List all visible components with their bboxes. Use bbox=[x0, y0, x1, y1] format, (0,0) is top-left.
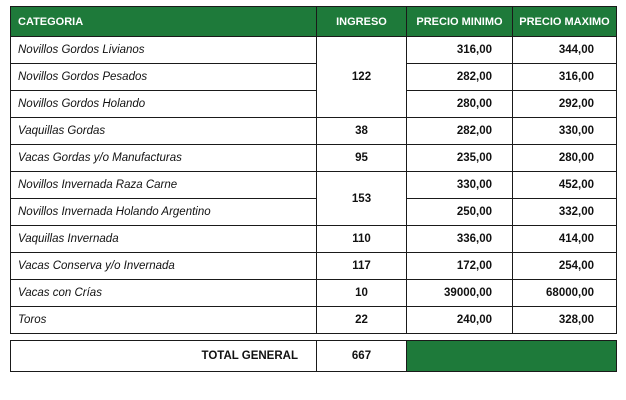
precio-maximo-cell: 344,00 bbox=[512, 36, 617, 64]
header-precio-maximo: PRECIO MAXIMO bbox=[512, 6, 617, 37]
total-label: TOTAL GENERAL bbox=[10, 340, 317, 372]
ingreso-cell: 38 bbox=[316, 117, 407, 145]
header-precio-minimo: PRECIO MINIMO bbox=[406, 6, 513, 37]
precio-maximo-cell: 254,00 bbox=[512, 252, 617, 280]
precio-minimo-cell: 240,00 bbox=[406, 306, 513, 334]
precio-maximo-cell: 316,00 bbox=[512, 63, 617, 91]
ingreso-cell: 153 bbox=[316, 171, 407, 226]
table-row: Vaquillas Gordas 38 282,00 330,00 bbox=[10, 117, 617, 145]
categoria-cell: Novillos Gordos Pesados bbox=[10, 63, 317, 91]
precio-minimo-cell: 280,00 bbox=[406, 90, 513, 118]
precio-maximo-cell: 292,00 bbox=[512, 90, 617, 118]
precio-maximo-cell: 452,00 bbox=[512, 171, 617, 199]
categoria-cell: Novillos Gordos Livianos bbox=[10, 36, 317, 64]
precio-maximo-cell: 414,00 bbox=[512, 225, 617, 253]
spacer-row bbox=[10, 333, 617, 341]
table-row: Novillos Invernada Holando Argentino 250… bbox=[10, 198, 617, 226]
ingreso-cell: 117 bbox=[316, 252, 407, 280]
precio-minimo-cell: 250,00 bbox=[406, 198, 513, 226]
ingreso-cell: 22 bbox=[316, 306, 407, 334]
table-row: Novillos Gordos Livianos 122 316,00 344,… bbox=[10, 36, 617, 118]
table-row: Vacas Gordas y/o Manufacturas 95 235,00 … bbox=[10, 144, 617, 172]
precio-minimo-cell: 39000,00 bbox=[406, 279, 513, 307]
spacer-cell bbox=[10, 333, 617, 341]
table-row: Vacas Conserva y/o Invernada 117 172,00 … bbox=[10, 252, 617, 280]
precio-maximo-cell: 330,00 bbox=[512, 117, 617, 145]
ingreso-cell: 10 bbox=[316, 279, 407, 307]
precio-minimo-cell: 336,00 bbox=[406, 225, 513, 253]
precio-maximo-cell: 68000,00 bbox=[512, 279, 617, 307]
categoria-cell: Vacas Conserva y/o Invernada bbox=[10, 252, 317, 280]
precio-maximo-cell: 332,00 bbox=[512, 198, 617, 226]
precio-minimo-cell: 282,00 bbox=[406, 63, 513, 91]
categoria-cell: Vacas con Crías bbox=[10, 279, 317, 307]
categoria-cell: Vacas Gordas y/o Manufacturas bbox=[10, 144, 317, 172]
ingreso-cell: 122 bbox=[316, 36, 407, 118]
precio-minimo-cell: 330,00 bbox=[406, 171, 513, 199]
precio-minimo-cell: 282,00 bbox=[406, 117, 513, 145]
categoria-cell: Toros bbox=[10, 306, 317, 334]
table-row: Vaquillas Invernada 110 336,00 414,00 bbox=[10, 225, 617, 253]
categoria-cell: Novillos Invernada Raza Carne bbox=[10, 171, 317, 199]
header-categoria: CATEGORIA bbox=[10, 6, 317, 37]
total-ingreso: 667 bbox=[316, 340, 407, 372]
precio-minimo-cell: 172,00 bbox=[406, 252, 513, 280]
categoria-cell: Novillos Gordos Holando bbox=[10, 90, 317, 118]
categoria-cell: Vaquillas Gordas bbox=[10, 117, 317, 145]
table-row: Novillos Gordos Pesados 282,00 316,00 bbox=[10, 63, 617, 91]
table-row: Vacas con Crías 10 39000,00 68000,00 bbox=[10, 279, 617, 307]
header-ingreso: INGRESO bbox=[316, 6, 407, 37]
precio-minimo-cell: 235,00 bbox=[406, 144, 513, 172]
total-row: TOTAL GENERAL 667 bbox=[10, 340, 617, 372]
prices-table: CATEGORIA INGRESO PRECIO MINIMO PRECIO M… bbox=[10, 6, 617, 372]
header-row: CATEGORIA INGRESO PRECIO MINIMO PRECIO M… bbox=[10, 6, 617, 37]
table-row: Novillos Invernada Raza Carne 153 330,00… bbox=[10, 171, 617, 226]
categoria-cell: Vaquillas Invernada bbox=[10, 225, 317, 253]
ingreso-cell: 95 bbox=[316, 144, 407, 172]
categoria-cell: Novillos Invernada Holando Argentino bbox=[10, 198, 317, 226]
ingreso-cell: 110 bbox=[316, 225, 407, 253]
table-row: Toros 22 240,00 328,00 bbox=[10, 306, 617, 334]
precio-maximo-cell: 280,00 bbox=[512, 144, 617, 172]
precio-maximo-cell: 328,00 bbox=[512, 306, 617, 334]
total-green-block bbox=[406, 340, 617, 372]
table-row: Novillos Gordos Holando 280,00 292,00 bbox=[10, 90, 617, 118]
precio-minimo-cell: 316,00 bbox=[406, 36, 513, 64]
